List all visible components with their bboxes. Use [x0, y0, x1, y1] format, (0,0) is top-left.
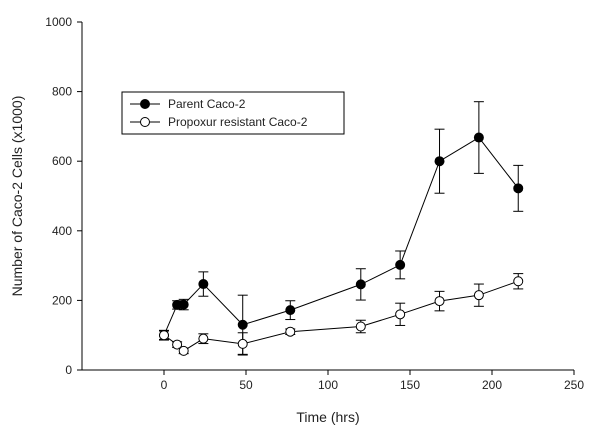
data-point — [285, 326, 296, 337]
legend-box — [121, 91, 345, 135]
y-tick-label: 800 — [52, 85, 72, 99]
y-tick-label: 400 — [52, 224, 72, 238]
data-point — [159, 330, 169, 341]
data-point — [513, 183, 524, 194]
x-tick-label: 50 — [239, 378, 253, 392]
data-point — [473, 290, 484, 301]
y-tick-label: 0 — [65, 363, 72, 377]
axes: 0 50 100 150 200 250 0 200 400 600 800 1000 — [45, 15, 584, 392]
legend-label: Propoxur resistant Caco-2 — [168, 115, 308, 129]
y-tick-label: 1000 — [45, 15, 72, 29]
series-line — [163, 136, 519, 336]
data-point — [172, 339, 183, 350]
data-point — [178, 299, 189, 310]
x-tick-label: 150 — [400, 378, 420, 392]
data-point — [198, 333, 209, 344]
y-tick-label: 200 — [52, 293, 72, 307]
data-point — [237, 338, 248, 349]
series-1 — [159, 101, 524, 355]
data-point — [513, 276, 524, 287]
x-tick-label: 250 — [564, 378, 584, 392]
legend-marker — [140, 99, 150, 109]
legend-marker — [140, 117, 150, 127]
data-point — [198, 279, 209, 290]
data-point — [355, 279, 366, 290]
series-layer — [159, 101, 524, 356]
data-point — [395, 259, 406, 270]
data-point — [434, 296, 445, 307]
x-tick-label: 0 — [161, 378, 168, 392]
series-2 — [159, 273, 524, 356]
x-tick-label: 100 — [318, 378, 338, 392]
y-axis-label: Number of Caco-2 Cells (x1000) — [9, 96, 25, 297]
data-point — [434, 156, 445, 167]
legend-label: Parent Caco-2 — [168, 97, 246, 111]
x-axis-label: Time (hrs) — [296, 409, 359, 425]
legend: Parent Caco-2 Propoxur resistant Caco-2 — [121, 91, 345, 135]
data-point — [178, 345, 189, 356]
data-point — [355, 321, 366, 332]
data-point — [237, 319, 248, 330]
data-point — [473, 132, 484, 143]
x-tick-label: 200 — [482, 378, 502, 392]
data-point — [285, 305, 296, 316]
y-tick-label: 600 — [52, 154, 72, 168]
data-point — [395, 309, 406, 320]
